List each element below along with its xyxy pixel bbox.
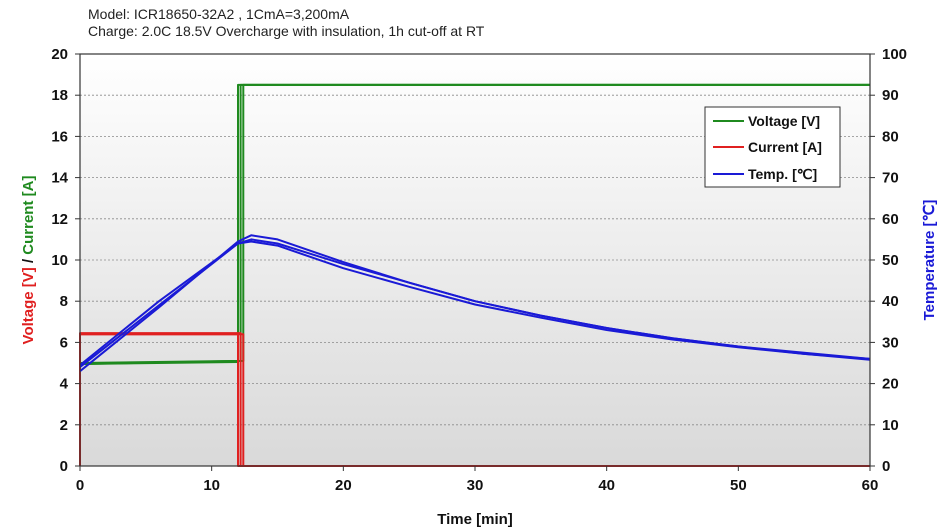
- y-right-tick-label: 40: [882, 293, 899, 310]
- y-left-tick-label: 2: [60, 417, 68, 434]
- y-left-axis-title-part-1: /: [20, 255, 37, 268]
- y-right-tick-label: 100: [882, 46, 907, 63]
- y-right-tick-label: 10: [882, 417, 899, 434]
- x-tick-label: 50: [730, 477, 747, 494]
- y-left-tick-label: 8: [60, 293, 68, 310]
- series-line-voltage-3: [79, 83, 870, 365]
- y-left-tick-label: 6: [60, 334, 68, 351]
- x-tick-label: 60: [862, 477, 879, 494]
- legend-label-voltage: Voltage [V]: [748, 113, 820, 129]
- y-left-tick-label: 18: [51, 87, 68, 104]
- y-right-axis-title: Temperature [℃]: [921, 200, 938, 321]
- y-left-axis-title: Voltage [V] / Current [A]: [20, 176, 37, 345]
- y-left-tick-labels: 0 2 4 6 8 10 12 14 16 18 20: [51, 46, 80, 475]
- x-tick-label: 0: [76, 477, 84, 494]
- y-right-tick-label: 50: [882, 252, 899, 269]
- y-right-tick-label: 70: [882, 170, 899, 187]
- y-left-tick-label: 14: [51, 170, 68, 187]
- y-right-tick-labels: 0 10 20 30 40 50 60 70 80 90 100: [870, 46, 907, 475]
- y-left-tick-label: 20: [51, 46, 68, 63]
- x-axis-title: Time [min]: [437, 511, 513, 528]
- series-line-temperature-3: [79, 240, 871, 366]
- legend: Voltage [V] Current [A] Temp. [℃]: [704, 106, 841, 188]
- y-right-tick-label: 30: [882, 334, 899, 351]
- x-tick-label: 10: [203, 477, 220, 494]
- y-left-tick-label: 10: [51, 252, 68, 269]
- y-right-tick-label: 20: [882, 376, 899, 393]
- y-right-tick-label: 80: [882, 128, 899, 145]
- y-left-tick-label: 16: [51, 128, 68, 145]
- x-tick-label: 40: [598, 477, 615, 494]
- x-tick-label: 30: [467, 477, 484, 494]
- legend-label-temperature: Temp. [℃]: [748, 166, 817, 182]
- y-right-tick-label: 90: [882, 87, 899, 104]
- y-left-axis-title-part-2: Current [A]: [20, 176, 37, 255]
- chart-title-line-2: Charge: 2.0C 18.5V Overcharge with insul…: [88, 23, 485, 39]
- y-left-axis-title-part-0: Voltage [V]: [20, 267, 37, 344]
- x-tick-label: 20: [335, 477, 352, 494]
- chart-title-line-1: Model: ICR18650-32A2 , 1CmA=3,200mA: [88, 6, 350, 22]
- y-left-tick-label: 0: [60, 458, 68, 475]
- y-left-tick-label: 4: [60, 376, 69, 393]
- legend-label-current: Current [A]: [748, 139, 822, 155]
- y-right-tick-label: 0: [882, 458, 890, 475]
- x-tick-labels: 0 10 20 30 40 50 60: [76, 466, 879, 494]
- y-left-tick-label: 12: [51, 211, 68, 228]
- y-right-tick-label: 60: [882, 211, 899, 228]
